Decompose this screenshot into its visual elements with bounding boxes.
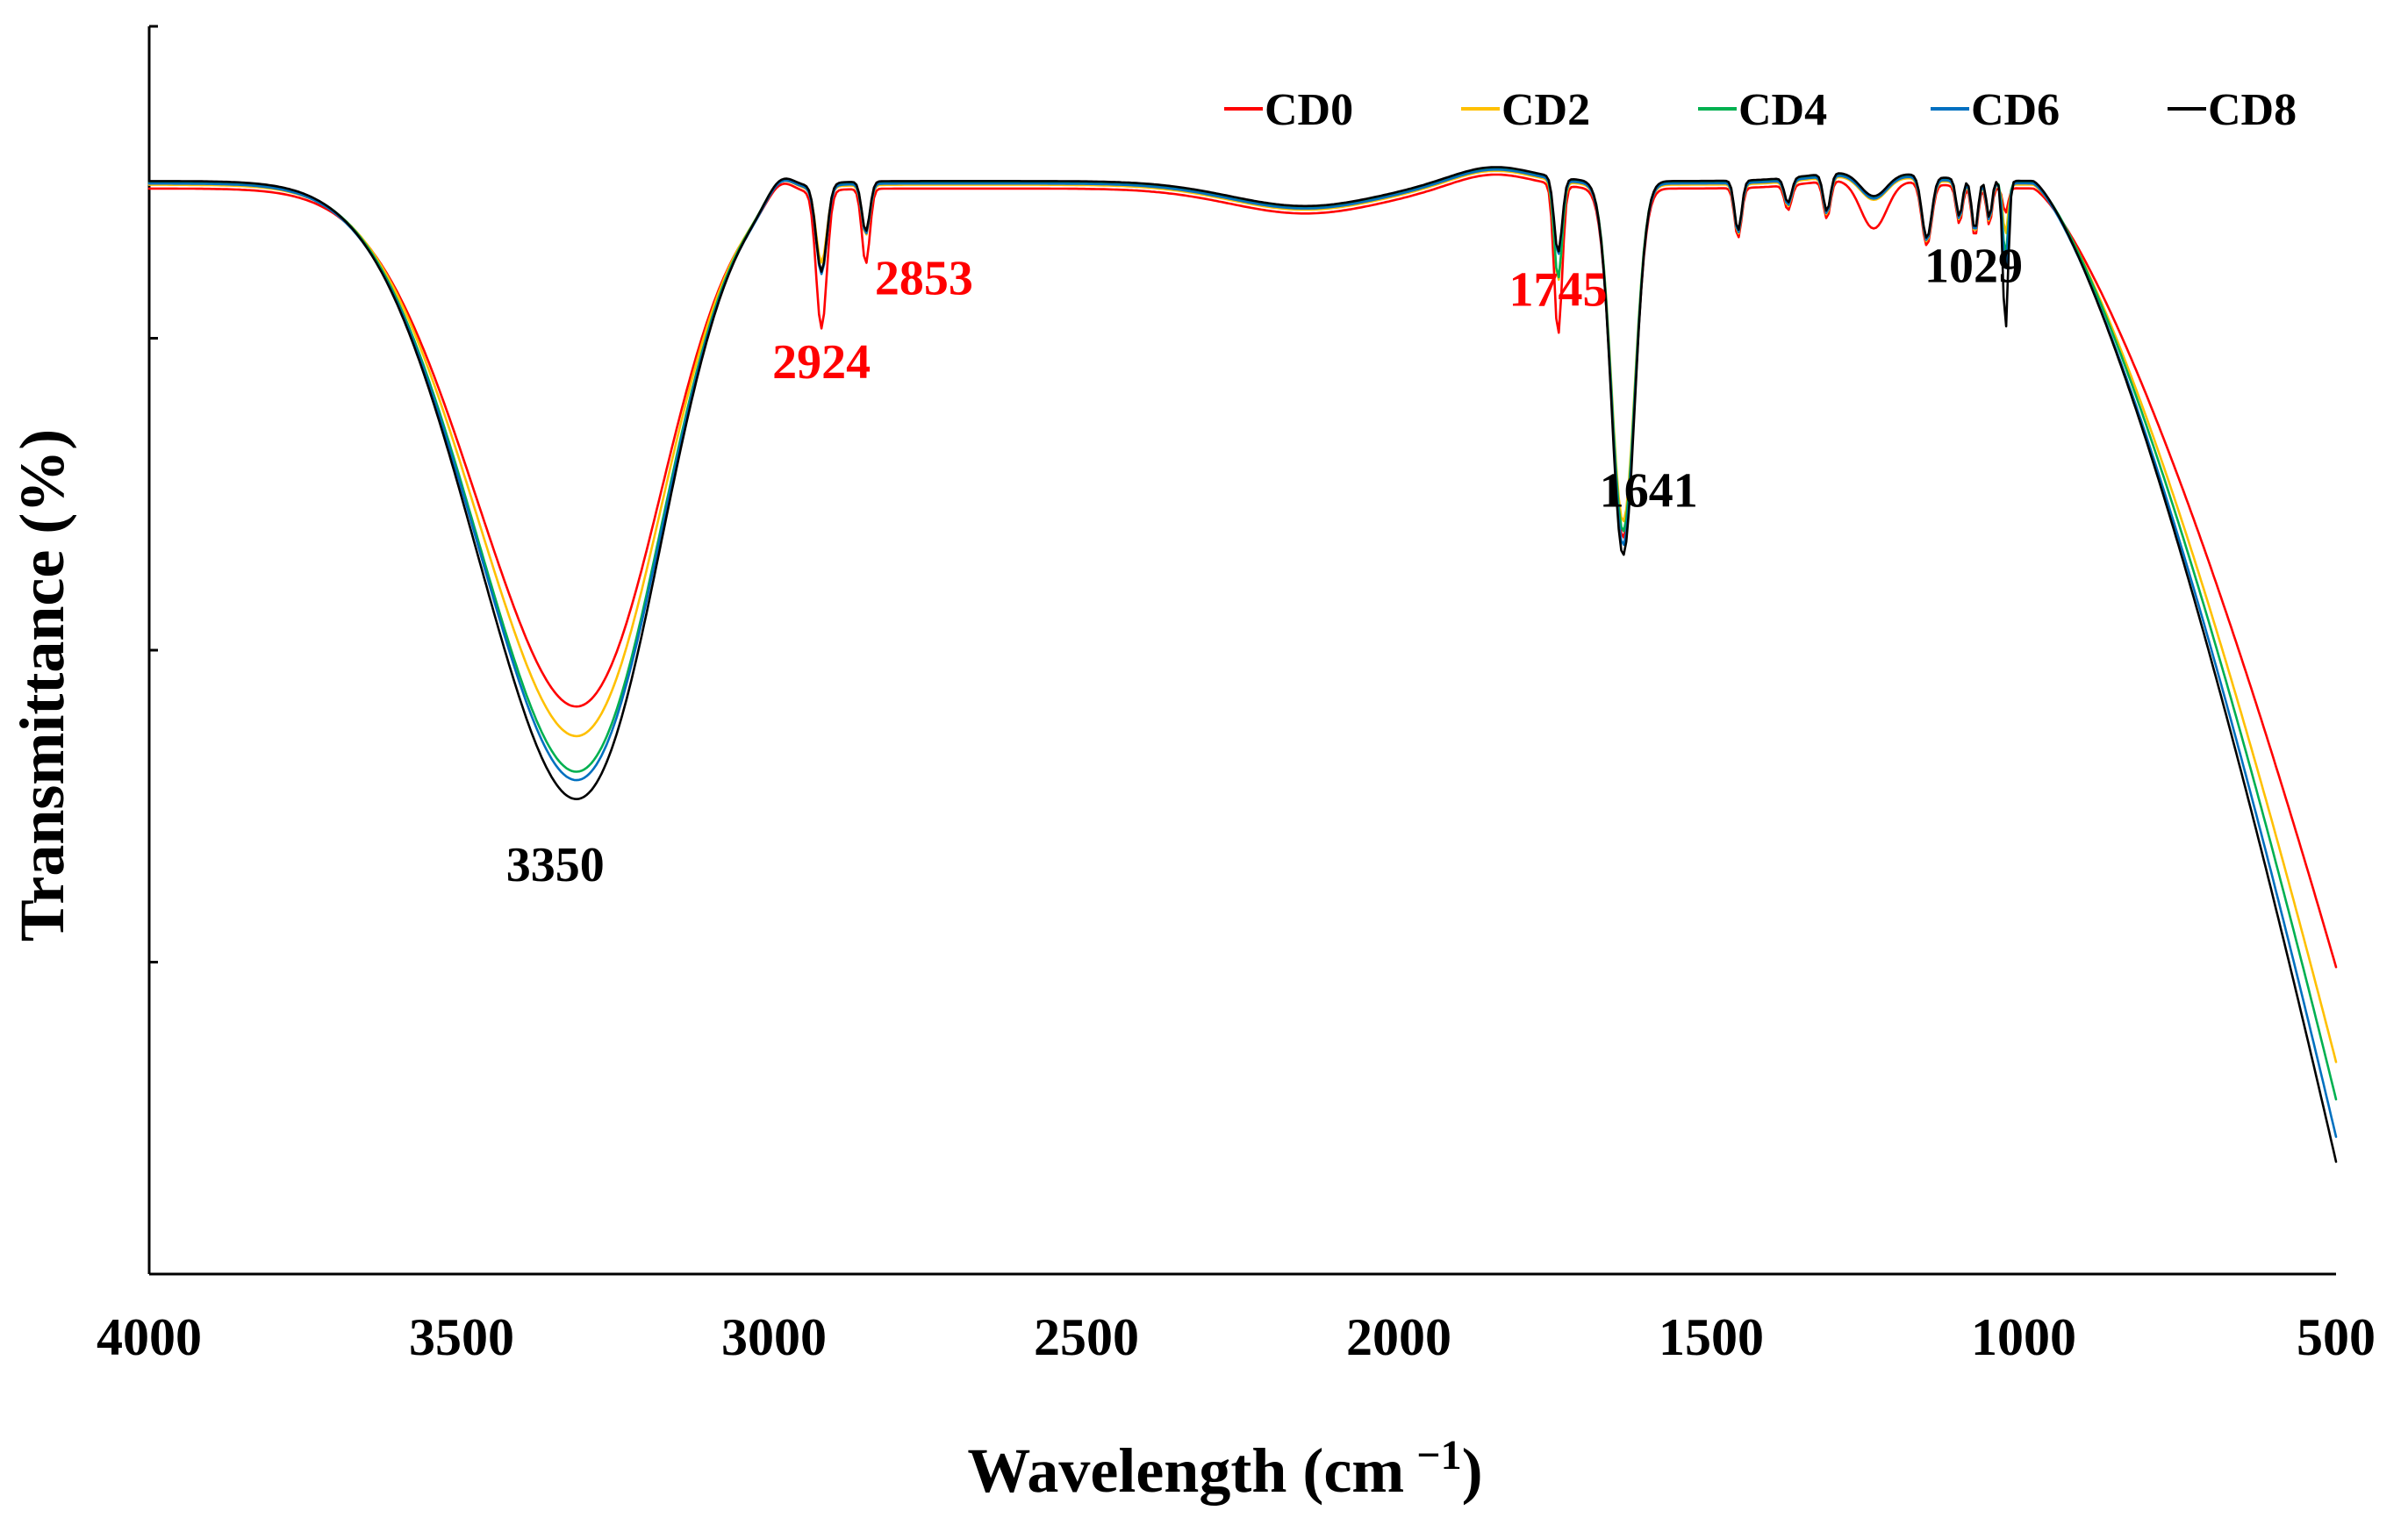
- legend: CD0 CD2 CD4 CD6 CD8: [1224, 85, 2297, 135]
- peak-annotation: 2853: [875, 252, 973, 306]
- x-tick-label: 2500: [1034, 1308, 1139, 1366]
- x-ticks: 4000 3500 3000 2500 2000 1500 1000 500: [97, 1308, 2376, 1366]
- y-axis-title: Transmittance (%): [7, 429, 77, 942]
- x-tick-label: 4000: [97, 1308, 202, 1366]
- x-tick-label: 2000: [1346, 1308, 1451, 1366]
- x-axis-title: Wavelength (cm −1): [967, 1432, 1482, 1506]
- legend-label: CD8: [2208, 85, 2297, 135]
- x-tick-label: 1000: [1971, 1308, 2076, 1366]
- legend-label: CD4: [1738, 85, 1827, 135]
- peak-annotation: 1029: [1924, 240, 2023, 294]
- peak-annotation: 1641: [1600, 463, 1698, 518]
- legend-label: CD0: [1265, 85, 1353, 135]
- series-line-cd6: [147, 168, 2338, 1138]
- series-line-cd8: [147, 166, 2338, 1163]
- y-ticks: [149, 25, 158, 963]
- series-group: [147, 166, 2338, 1163]
- series-line-cd4: [147, 167, 2338, 1101]
- peak-annotation: 3350: [506, 838, 605, 892]
- legend-label: CD2: [1501, 85, 1590, 135]
- x-tick-label: 1500: [1659, 1308, 1764, 1366]
- x-tick-label: 500: [2297, 1308, 2376, 1366]
- x-tick-label: 3500: [409, 1308, 514, 1366]
- peak-annotation: 2924: [772, 335, 871, 390]
- peak-annotation: 1745: [1509, 263, 1608, 318]
- legend-label: CD6: [1971, 85, 2060, 135]
- x-tick-label: 3000: [721, 1308, 827, 1366]
